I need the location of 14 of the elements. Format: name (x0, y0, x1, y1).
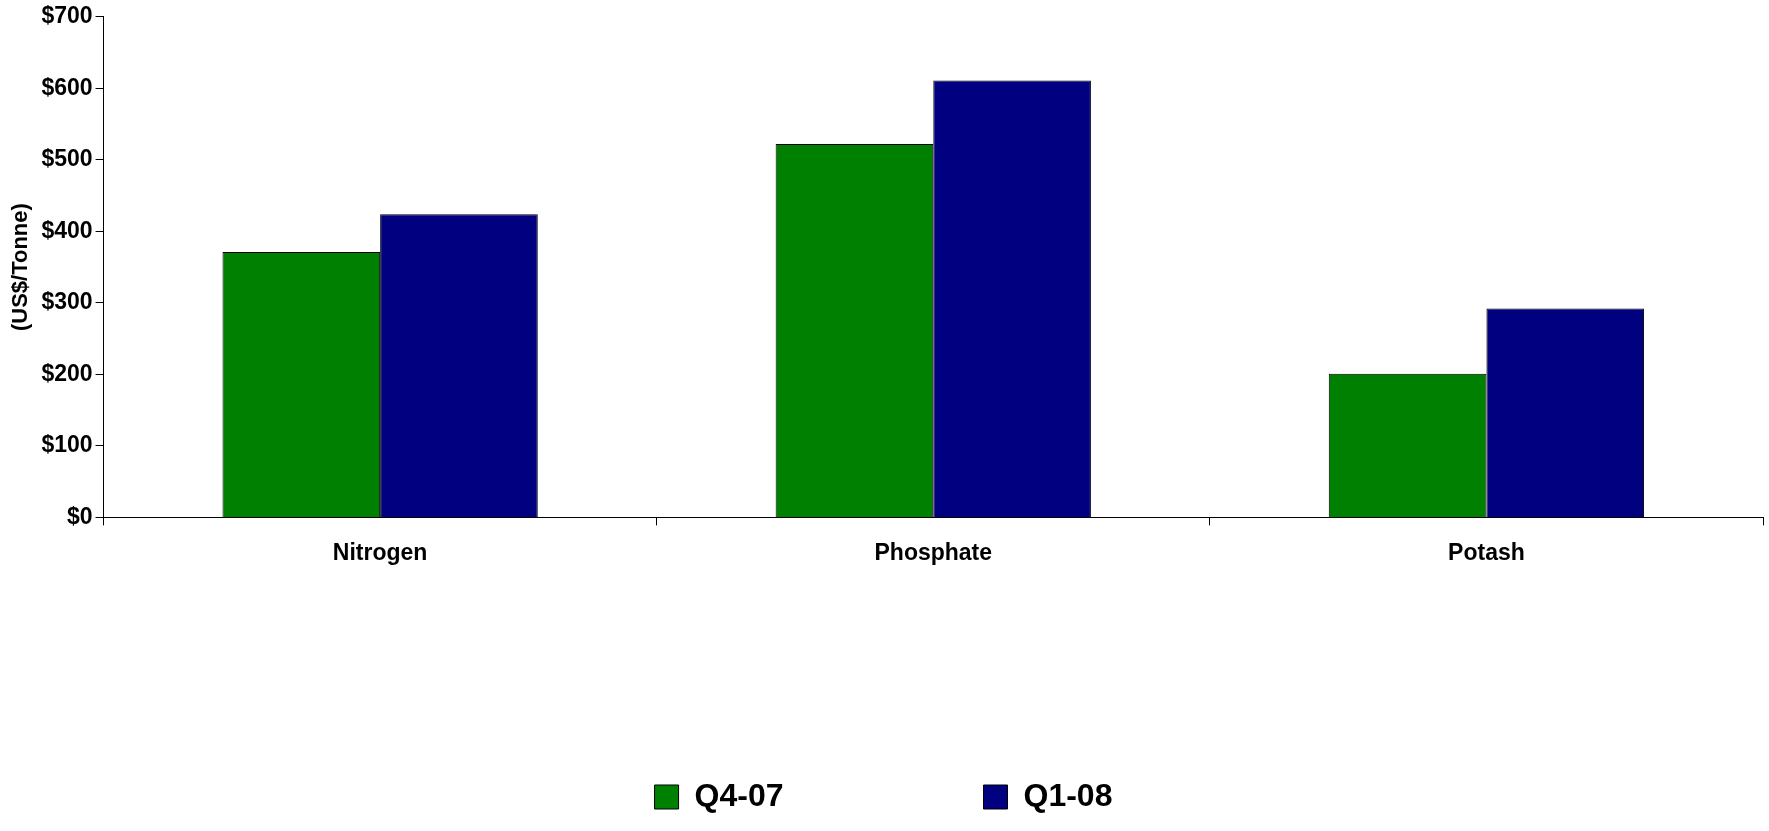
y-tick-label: $100 (41, 431, 93, 458)
y-tick-label: $0 (66, 502, 93, 529)
y-tick-label: $700 (41, 2, 93, 29)
y-tick-label: $500 (41, 145, 93, 172)
legend-label: Q4-07 (694, 776, 784, 813)
y-tick-label: $300 (41, 288, 93, 315)
x-tick-label: Phosphate (874, 538, 993, 565)
y-axis-title: (US$/Tonne) (7, 203, 33, 332)
legend-label: Q1-08 (1023, 776, 1113, 813)
y-tick-label: $600 (41, 73, 93, 100)
x-tick-label: Nitrogen (332, 538, 428, 565)
x-tick-label: Potash (1448, 538, 1525, 565)
y-tick-label: $200 (41, 359, 93, 386)
y-tick-label: $400 (41, 216, 93, 243)
